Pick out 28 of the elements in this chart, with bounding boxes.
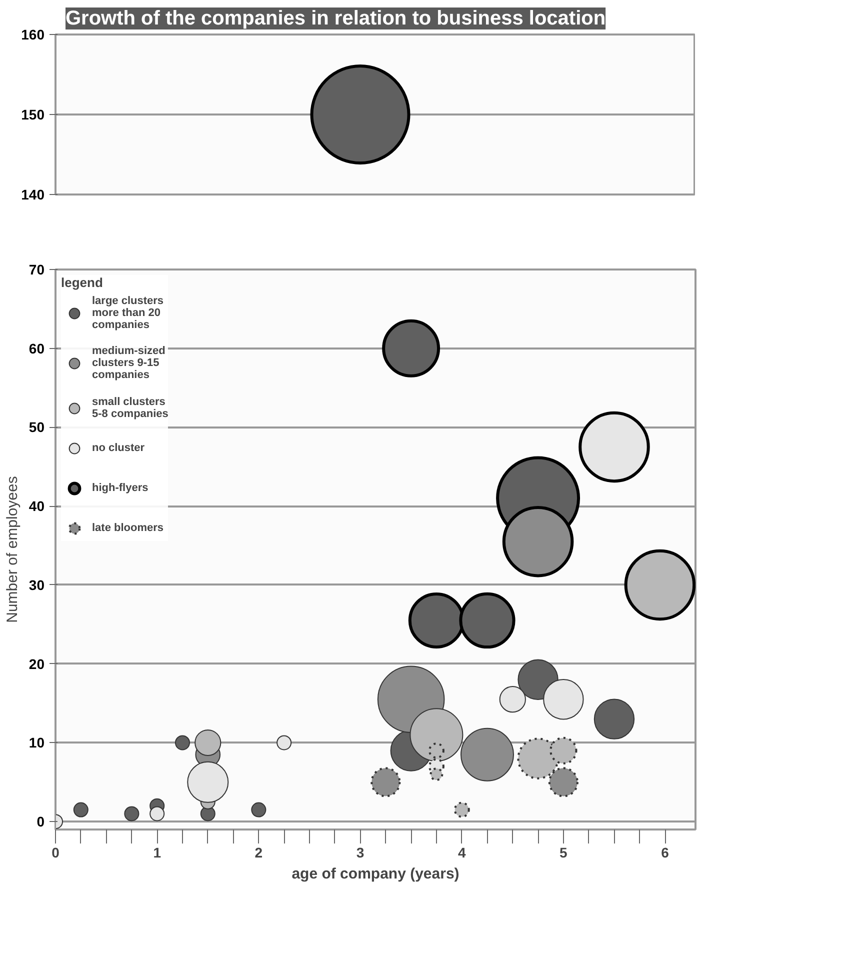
y-tick-label: 10 <box>28 734 45 751</box>
legend-label: no cluster <box>92 442 145 454</box>
y-tick-label: 160 <box>21 26 45 42</box>
y-tick-label: 30 <box>28 576 45 593</box>
x-tick-label: 6 <box>661 844 670 860</box>
x-tick-label: 5 <box>560 844 568 860</box>
chart-title: Growth of the companies in relation to business location <box>66 8 606 30</box>
x-tick-label: 4 <box>458 844 466 860</box>
legend-label: small clusters 5-8 companies <box>92 396 168 420</box>
y-tick-label: 0 <box>36 814 45 830</box>
y-tick-label: 50 <box>28 419 45 436</box>
legend-title: legend <box>61 275 104 290</box>
x-tick-label: 3 <box>356 844 364 860</box>
legend-label: late bloomers <box>92 522 164 534</box>
legend-label: medium-sized clusters 9-15 companies <box>92 345 166 381</box>
x-tick-label: 1 <box>153 844 162 860</box>
y-axis-title: Number of employees <box>4 476 21 623</box>
x-tick-label: 0 <box>52 844 60 860</box>
y-tick-label: 60 <box>28 340 45 356</box>
y-tick-label: 150 <box>21 106 45 122</box>
x-axis-title: age of company (years) <box>292 866 460 882</box>
y-tick-label: 140 <box>21 186 45 202</box>
y-tick-label: 70 <box>28 262 45 278</box>
y-tick-label: 40 <box>28 498 45 514</box>
legend-label: high-flyers <box>92 482 148 494</box>
legend-label: large clusters more than 20 companies <box>92 295 164 331</box>
x-tick-label: 2 <box>254 844 263 860</box>
y-tick-label: 20 <box>28 656 45 672</box>
